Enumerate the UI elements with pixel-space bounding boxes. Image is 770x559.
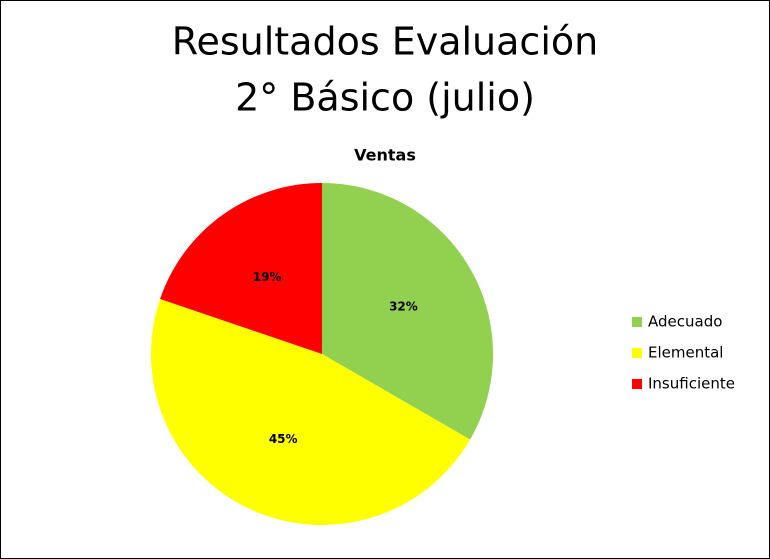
pie-slice bbox=[322, 183, 493, 440]
pie-slice bbox=[151, 299, 471, 525]
data-label: 32% bbox=[389, 299, 418, 313]
chart-title-line: Resultados Evaluación bbox=[172, 20, 598, 64]
chart-title-line: 2° Básico (julio) bbox=[235, 76, 535, 120]
legend-swatch bbox=[632, 317, 642, 327]
legend-swatch bbox=[632, 379, 642, 389]
data-label: 45% bbox=[269, 432, 298, 446]
legend-swatch bbox=[632, 348, 642, 358]
data-label: 19% bbox=[253, 270, 282, 284]
legend-label: Adecuado bbox=[648, 313, 722, 331]
chart-subtitle: Ventas bbox=[354, 146, 416, 165]
pie-slice bbox=[160, 183, 322, 354]
legend-label: Elemental bbox=[648, 344, 723, 362]
legend-label: Insuficiente bbox=[648, 375, 735, 393]
